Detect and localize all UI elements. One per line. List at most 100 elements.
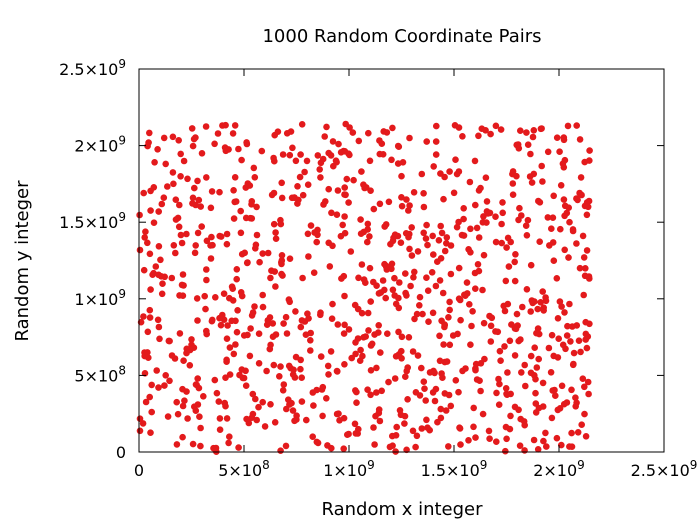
data-point	[246, 352, 254, 360]
data-point	[483, 219, 490, 226]
data-point	[511, 403, 519, 411]
data-point	[495, 375, 502, 383]
data-point	[358, 309, 366, 317]
data-point	[285, 362, 293, 370]
data-point	[569, 227, 577, 235]
data-point	[195, 384, 203, 392]
data-point	[179, 433, 186, 441]
data-point	[297, 323, 305, 331]
data-point	[512, 251, 519, 258]
data-point	[266, 345, 274, 353]
data-point	[140, 266, 148, 274]
data-point	[192, 242, 199, 249]
data-point	[456, 296, 464, 304]
data-point	[341, 361, 348, 368]
data-point	[375, 290, 383, 297]
data-point	[235, 145, 242, 153]
data-point	[309, 433, 317, 441]
data-point	[203, 266, 210, 273]
data-point	[235, 444, 242, 451]
data-point	[350, 176, 357, 184]
data-point	[136, 415, 144, 423]
data-point	[155, 271, 162, 279]
data-point	[553, 434, 561, 442]
data-point	[253, 203, 260, 211]
data-point	[208, 188, 216, 195]
data-point	[538, 125, 545, 132]
data-point	[542, 297, 550, 305]
data-point	[548, 331, 556, 339]
data-point	[212, 294, 219, 301]
data-point	[472, 434, 479, 441]
data-point	[439, 289, 447, 297]
data-point	[229, 285, 236, 293]
data-point	[396, 407, 404, 414]
data-point	[467, 225, 474, 233]
data-point	[234, 307, 241, 314]
data-point	[556, 405, 564, 412]
data-point	[401, 420, 408, 427]
data-point	[180, 357, 187, 365]
data-point	[532, 389, 539, 397]
data-point	[527, 369, 535, 377]
data-point	[391, 274, 398, 282]
data-point	[499, 199, 506, 206]
data-point	[324, 442, 331, 449]
data-point	[447, 242, 455, 249]
data-point	[253, 231, 261, 239]
data-point	[341, 191, 348, 198]
data-point	[586, 147, 593, 154]
data-point	[148, 408, 155, 416]
data-point	[385, 198, 393, 206]
data-point	[447, 270, 455, 278]
data-point	[402, 373, 409, 381]
data-point	[521, 421, 528, 429]
data-point	[372, 412, 379, 420]
data-point	[543, 443, 550, 450]
data-point	[428, 269, 436, 276]
data-point	[431, 397, 439, 405]
data-point	[365, 327, 372, 334]
data-point	[375, 406, 383, 413]
data-point	[378, 387, 386, 395]
data-point	[421, 385, 428, 393]
data-point	[219, 311, 226, 319]
data-point	[582, 336, 589, 343]
data-point	[345, 150, 352, 157]
data-point	[270, 154, 277, 162]
data-point	[570, 360, 577, 368]
data-point	[179, 385, 186, 393]
data-point	[446, 298, 453, 306]
data-point	[174, 410, 182, 418]
data-point	[423, 221, 430, 229]
data-point	[364, 309, 372, 317]
data-point	[231, 122, 239, 129]
data-point	[237, 207, 244, 215]
data-point	[477, 184, 484, 192]
data-point	[352, 350, 359, 358]
data-point	[259, 398, 267, 406]
data-point	[467, 249, 474, 256]
data-point	[553, 275, 561, 282]
data-point	[379, 151, 387, 158]
data-point	[299, 191, 307, 199]
data-point	[397, 239, 405, 246]
data-point	[534, 446, 542, 453]
data-point	[387, 240, 394, 248]
data-point	[272, 331, 280, 338]
data-point	[560, 164, 568, 171]
data-point	[446, 306, 454, 314]
data-point	[409, 427, 417, 435]
data-point	[385, 378, 392, 386]
data-point	[551, 386, 558, 394]
data-point	[389, 124, 396, 132]
data-point	[283, 130, 291, 137]
data-point	[237, 229, 245, 237]
data-point	[325, 149, 333, 157]
data-point	[195, 196, 203, 204]
data-point	[411, 268, 418, 276]
data-point	[416, 392, 424, 399]
data-point	[368, 340, 376, 348]
data-point	[292, 157, 300, 165]
data-point	[513, 310, 521, 318]
